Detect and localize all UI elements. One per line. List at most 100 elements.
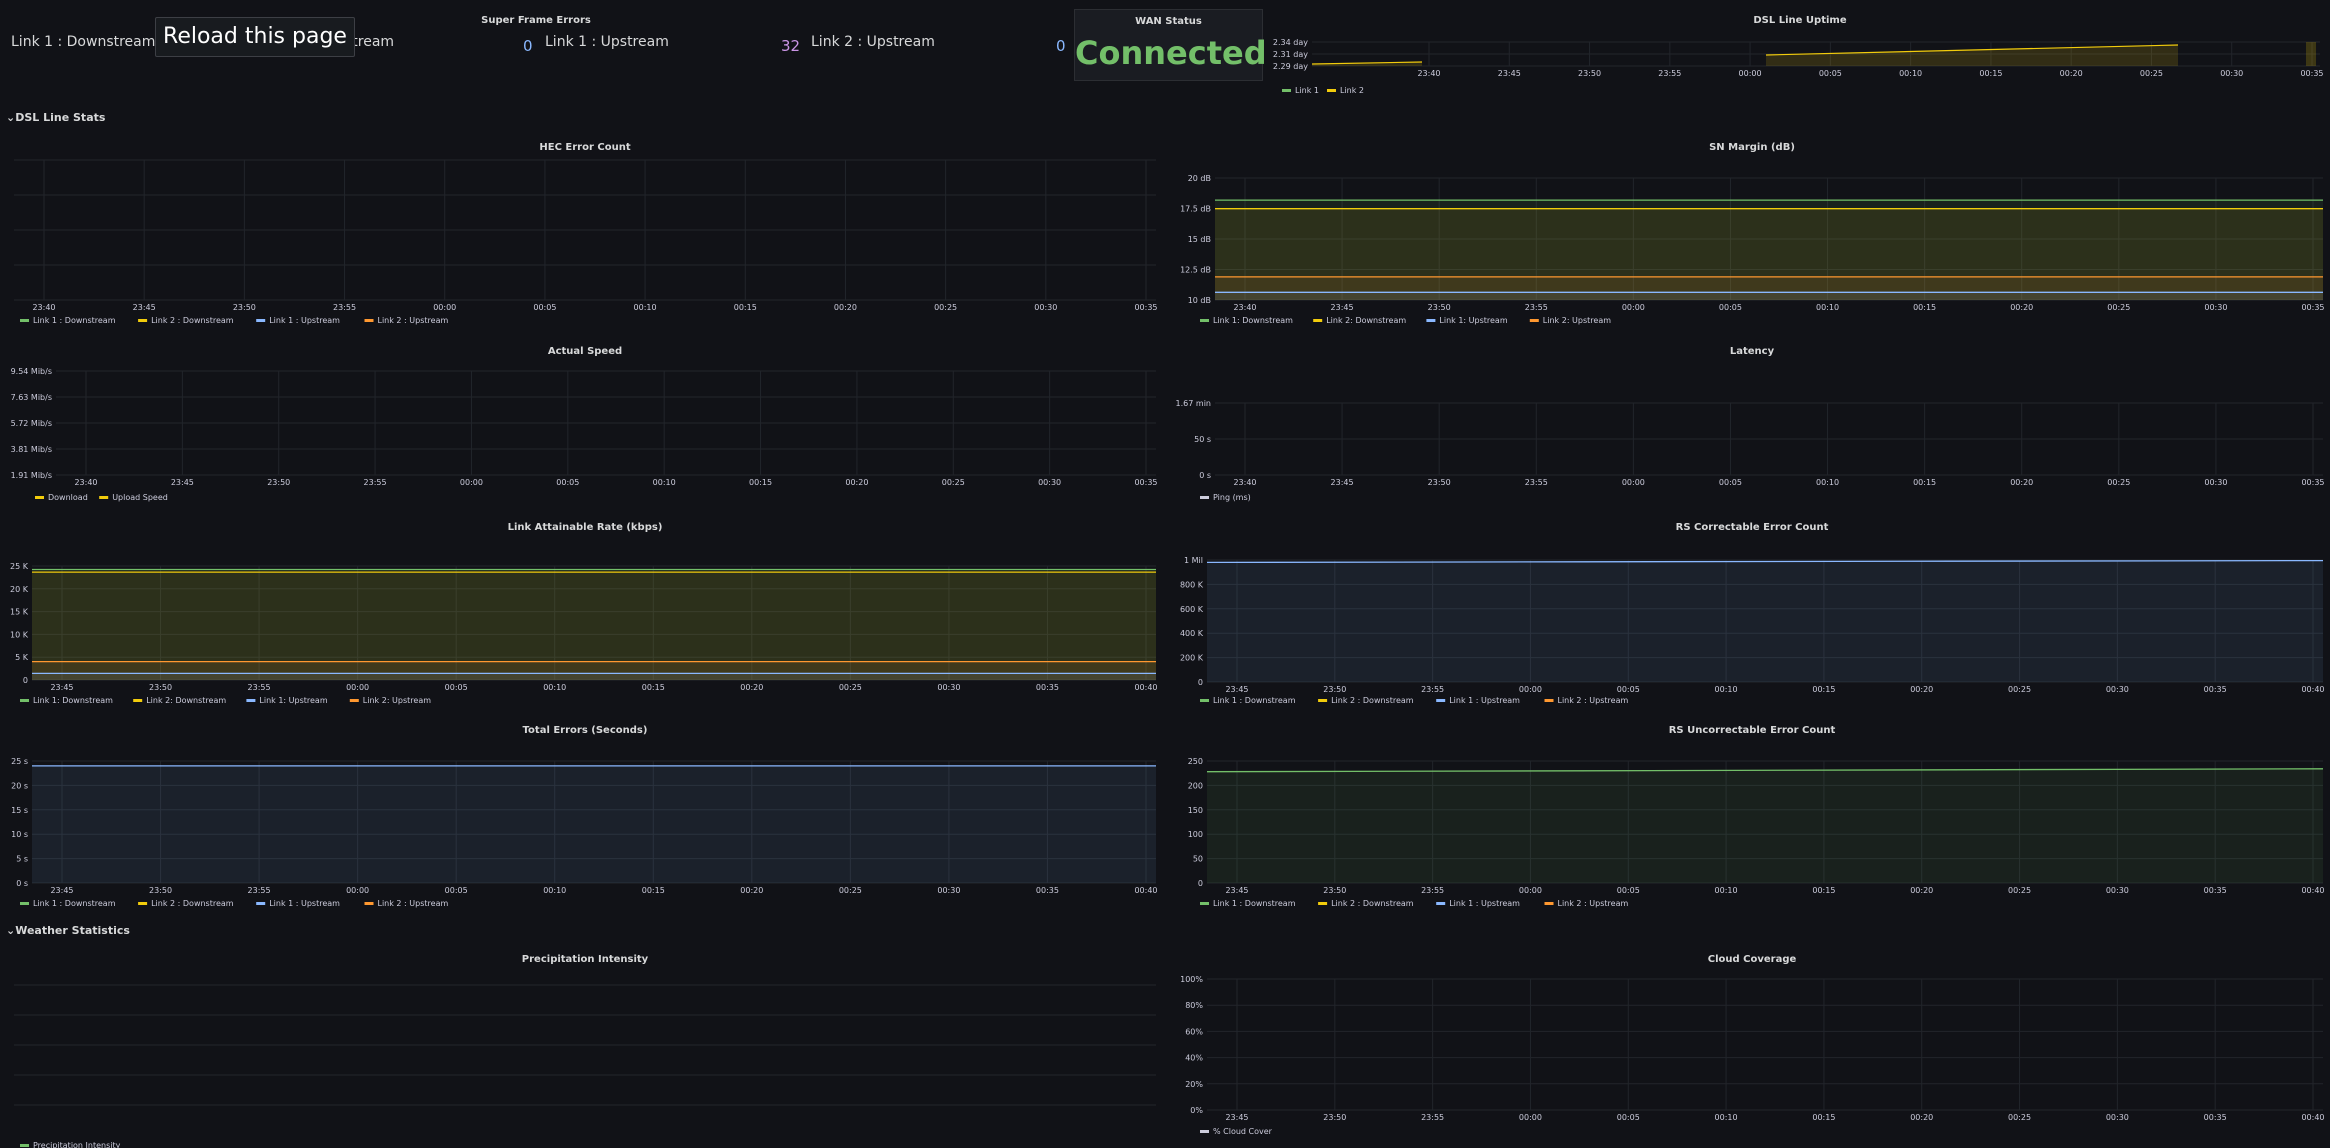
x-tick-label: 00:30 [2220, 69, 2243, 78]
x-tick-label: 00:35 [1036, 886, 1059, 895]
x-tick-label: 00:30 [937, 886, 960, 895]
x-tick-label: 00:25 [2140, 69, 2163, 78]
x-tick-label: 00:05 [1819, 69, 1842, 78]
y-tick-label: 15 dB [1188, 235, 1211, 244]
dsl-section-header[interactable]: ⌄DSL Line Stats [6, 111, 106, 124]
series-line [1311, 61, 1423, 65]
x-tick-label: 00:20 [2060, 69, 2083, 78]
x-tick-label: 00:10 [543, 683, 566, 692]
x-tick-label: 23:55 [1421, 886, 1444, 895]
legend-swatch [35, 496, 44, 499]
x-tick-label: 00:30 [1034, 303, 1057, 312]
precip-chart: Precipitation Intensity [14, 984, 1156, 1148]
x-tick-label: 23:55 [333, 303, 356, 312]
x-tick-label: 00:05 [1617, 1113, 1640, 1122]
y-tick-label: 1 Mil [1184, 556, 1203, 565]
weather-section-header[interactable]: ⌄Weather Statistics [6, 924, 130, 937]
reload-page-button[interactable]: Reload this page [155, 17, 355, 57]
legend-swatch [20, 699, 29, 702]
y-tick-label: 400 K [1180, 629, 1204, 638]
legend-swatch [364, 319, 374, 322]
y-tick-label: 0% [1190, 1106, 1203, 1115]
latency-title: Latency [1729, 346, 1775, 357]
speed-chart: 9.54 Mib/s 7.63 Mib/s 5.72 Mib/s 3.81 Mib/s… [11, 367, 1158, 502]
y-tick-label: 600 K [1180, 605, 1204, 614]
x-tick-label: 00:35 [1134, 478, 1157, 487]
y-tick-label: 250 [1188, 757, 1203, 766]
legend-label: Link 1 : Upstream [269, 899, 340, 908]
legend-label: Link 1: Downstream [33, 696, 113, 705]
series-area [32, 572, 1156, 680]
y-tick-label: 20 dB [1188, 174, 1211, 183]
x-tick-label: 23:55 [364, 478, 387, 487]
uptime-title: DSL Line Uptime [1753, 15, 1847, 26]
x-tick-label: 00:20 [1910, 1113, 1933, 1122]
y-tick-label: 50 [1193, 855, 1203, 864]
wan-status-panel: WAN Status Connected [1074, 9, 1267, 81]
cloud-title: Cloud Coverage [1707, 954, 1797, 965]
y-tick-label: 200 [1188, 781, 1203, 790]
legend-label: Precipitation Intensity [33, 1141, 121, 1148]
legend-label: Link 1: Upstream [259, 696, 327, 705]
y-tick-label: 2.29 day [1273, 62, 1308, 71]
x-tick-label: 00:25 [2008, 685, 2031, 694]
x-tick-label: 00:25 [2107, 478, 2130, 487]
x-tick-label: 00:00 [460, 478, 483, 487]
x-tick-label: 00:10 [1816, 303, 1839, 312]
x-tick-label: 00:20 [1910, 886, 1933, 895]
x-tick-label: 00:25 [2107, 303, 2130, 312]
x-tick-label: 00:40 [1134, 886, 1157, 895]
y-tick-label: 10 K [10, 630, 29, 639]
legend-label: Link 2 : Upstream [1558, 899, 1629, 908]
series-area [1215, 200, 2323, 300]
legend-label: Link 1 : Upstream [1449, 696, 1520, 705]
y-tick-label: 20% [1185, 1080, 1203, 1089]
x-tick-label: 23:50 [1428, 303, 1451, 312]
legend-swatch [256, 902, 266, 905]
y-tick-label: 5.72 Mib/s [11, 419, 52, 428]
x-tick-label: 23:50 [149, 683, 172, 692]
x-tick-label: 00:25 [2008, 886, 2031, 895]
rsuncorr-chart: 250 200 150 100 50 0 23:45 23:50 23:55 00:00 00:05… [1188, 757, 2325, 908]
legend-label: Link 2 : Downstream [151, 899, 234, 908]
legend-label: Link 1 : Downstream [33, 899, 116, 908]
legend-swatch [138, 319, 148, 322]
y-tick-label: 80% [1185, 1001, 1203, 1010]
y-tick-label: 9.54 Mib/s [11, 367, 52, 376]
y-tick-label: 12.5 dB [1180, 266, 1211, 275]
hec-chart: 23:40 23:45 23:50 23:55 00:00 00:05 00:10 00:15… [14, 159, 1158, 325]
chevron-down-icon: ⌄ [6, 111, 16, 124]
x-tick-label: 00:15 [749, 478, 772, 487]
y-tick-label: 5 s [16, 855, 28, 864]
x-tick-label: 23:55 [248, 683, 271, 692]
attain-chart: 25 K 20 K 15 K 10 K 5 K 0 23:45 23:50 23:55 00:00… [10, 562, 1158, 705]
x-tick-label: 23:50 [1323, 886, 1346, 895]
legend-label: Link 2 : Downstream [151, 316, 234, 325]
x-tick-label: 00:00 [1739, 69, 1762, 78]
x-tick-label: 23:45 [1225, 685, 1248, 694]
legend-swatch [1327, 89, 1336, 92]
x-tick-label: 23:40 [74, 478, 97, 487]
legend-label: Link 1: Upstream [1439, 316, 1507, 325]
series-line [1765, 44, 2179, 56]
y-tick-label: 0 [23, 676, 28, 685]
x-tick-label: 00:30 [2204, 478, 2227, 487]
legend-label: Link 1 : Downstream [33, 316, 116, 325]
x-tick-label: 23:45 [50, 683, 73, 692]
rsuncorr-title: RS Uncorrectable Error Count [1668, 725, 1836, 736]
y-tick-label: 15 s [11, 806, 28, 815]
x-tick-label: 23:50 [1323, 685, 1346, 694]
y-tick-label: 3.81 Mib/s [11, 445, 52, 454]
superframe-title: Super Frame Errors [481, 15, 591, 26]
legend-swatch [1200, 1130, 1209, 1133]
legend-label: Link 1 : Upstream [1449, 899, 1520, 908]
series-area [32, 765, 1156, 883]
toterr-title: Total Errors (Seconds) [522, 725, 648, 736]
y-tick-label: 7.63 Mib/s [11, 393, 52, 402]
legend-label: Link 1 [1295, 86, 1319, 95]
x-tick-label: 23:40 [1233, 303, 1256, 312]
y-tick-label: 100 [1188, 830, 1203, 839]
legend-label: Link 2: Downstream [146, 696, 226, 705]
hec-title: HEC Error Count [539, 142, 631, 153]
legend-swatch [1200, 496, 1209, 499]
